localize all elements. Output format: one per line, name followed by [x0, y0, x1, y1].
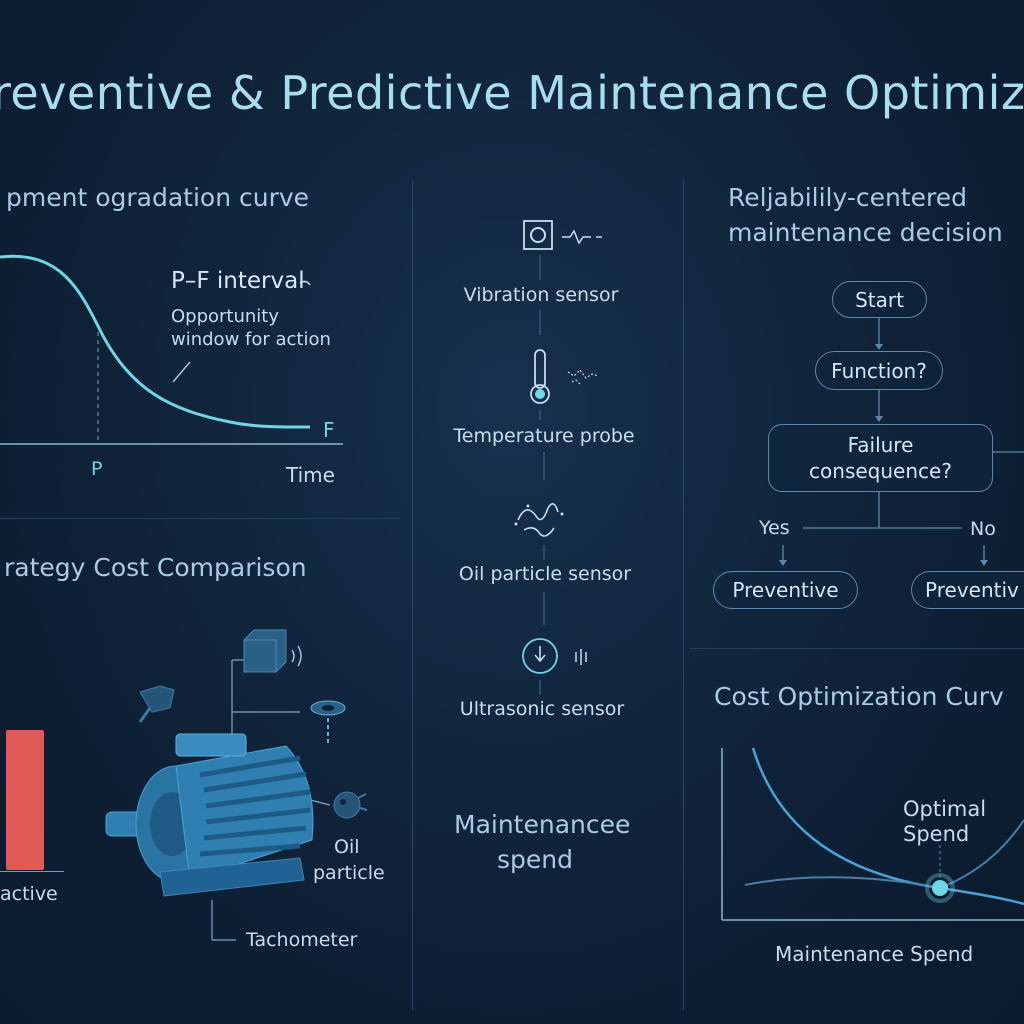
- pf-hook-icon: [299, 280, 311, 286]
- particle-device-icon: [333, 791, 368, 819]
- preventive-outcome-right-label: Preventiv: [925, 578, 1019, 602]
- increasing-cost-curve: [744, 819, 1024, 890]
- oil-particle-icon: [514, 503, 564, 537]
- cost-x-label: Maintenance Spend: [775, 942, 974, 966]
- divider-right: [683, 180, 684, 1010]
- opportunity-label-2: window for action: [171, 329, 331, 350]
- page-title: reventive & Predictive Maintenance Optim…: [0, 66, 1024, 120]
- spend-label-2: spend: [497, 845, 573, 874]
- motor-icon: [105, 733, 314, 897]
- sensor-label-vibration: Vibration sensor: [463, 284, 619, 306]
- start-node: Start: [832, 281, 927, 318]
- ultrasonic-sensor-icon: [522, 638, 587, 674]
- sensor-label-oil-particle: Oil particle sensor: [458, 563, 632, 585]
- pf-interval-label: P–F interval: [171, 268, 305, 294]
- oil-label: Oil: [334, 836, 360, 858]
- time-label: Time: [286, 463, 335, 487]
- particle-label: particle: [313, 862, 385, 884]
- cost-opt-title: Cost Optimization Curv: [714, 682, 1004, 711]
- hammer-device-icon: [138, 685, 175, 723]
- strategy-title: rategy Cost Comparison: [4, 553, 307, 582]
- optimal-label-2: Spend: [903, 822, 970, 846]
- opportunity-label-1: Opportunity: [171, 306, 280, 327]
- optimal-point: [932, 880, 948, 896]
- thermometer-icon: [530, 349, 599, 404]
- divider-right-horizontal: [690, 648, 1024, 649]
- preventive-outcome-left: Preventive: [713, 571, 858, 609]
- failure-line-2: consequence?: [809, 459, 952, 483]
- preventive-outcome-right: Preventiv: [911, 571, 1024, 609]
- sensor-label-ultrasonic: Ultrasonic sensor: [459, 698, 625, 720]
- rcm-title-2: maintenance decision: [728, 218, 1003, 247]
- sensor-label-temperature: Temperature probe: [453, 425, 635, 447]
- no-label: No: [970, 518, 996, 540]
- divider-left: [412, 180, 413, 1010]
- p-label: P: [91, 458, 103, 480]
- degradation-curve: [0, 254, 311, 429]
- disc-sensor-icon: [310, 700, 346, 746]
- box-sensor-icon: [243, 629, 302, 673]
- divider-left-horizontal: [0, 518, 400, 519]
- reactive-bar: [6, 730, 44, 870]
- decreasing-cost-curve: [751, 747, 1024, 906]
- yes-label: Yes: [759, 517, 790, 539]
- degradation-title: pment ogradation curve: [6, 183, 310, 212]
- function-node: Function?: [815, 351, 943, 390]
- failure-line-1: Failure: [847, 433, 914, 457]
- tachometer-label: Tachometer: [246, 929, 358, 951]
- rcm-title-1: Reljabilily-centered: [728, 183, 968, 212]
- failure-consequence-node: Failure consequence?: [768, 424, 993, 492]
- vibration-sensor-icon: [523, 220, 602, 250]
- f-label: F: [323, 418, 335, 442]
- opportunity-pointer: [172, 361, 191, 383]
- bar-baseline: [0, 871, 64, 872]
- spend-label-1: Maintenancee: [454, 810, 631, 839]
- optimal-label-1: Optimal: [903, 797, 987, 821]
- reactive-bar-label: active: [0, 883, 58, 905]
